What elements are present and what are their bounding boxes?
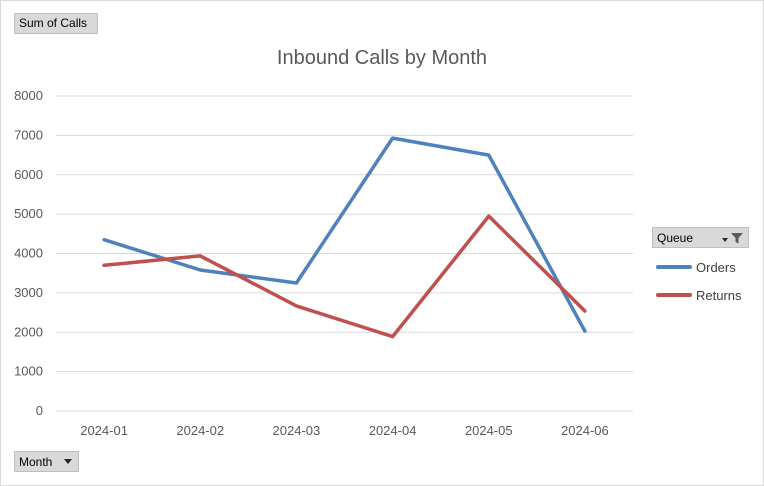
x-tick-label: 2024-05	[465, 423, 513, 438]
legend-swatch-returns	[656, 293, 692, 297]
values-field-button[interactable]: Sum of Calls	[14, 13, 98, 34]
y-tick-label: 1000	[14, 364, 43, 379]
filter-controls[interactable]	[722, 231, 744, 245]
chart-title: Inbound Calls by Month	[276, 47, 488, 69]
series-line-returns	[102, 214, 587, 339]
legend-field-label: Queue	[657, 230, 694, 245]
dropdown-arrow-icon	[64, 459, 72, 464]
axis-field-label: Month	[19, 454, 53, 469]
x-tick-label: 2024-04	[369, 423, 417, 438]
filter-icon	[731, 232, 743, 243]
y-tick-label: 3000	[14, 285, 43, 300]
legend-item-returns[interactable]: Returns	[656, 281, 742, 309]
x-tick-label: 2024-03	[273, 423, 321, 438]
axis-field-button[interactable]: Month	[14, 451, 79, 472]
legend-label-orders: Orders	[696, 259, 736, 275]
x-tick-label: 2024-06	[561, 423, 609, 438]
legend: Orders Returns	[656, 253, 742, 309]
x-tick-label: 2024-02	[176, 423, 224, 438]
y-tick-label: 0	[36, 403, 43, 418]
dropdown-arrow-icon	[722, 237, 728, 242]
legend-item-orders[interactable]: Orders	[656, 253, 742, 281]
legend-label-returns: Returns	[696, 287, 742, 303]
y-tick-label: 7000	[14, 127, 43, 142]
y-tick-label: 6000	[14, 167, 43, 182]
y-tick-label: 5000	[14, 206, 43, 221]
series-line-orders	[102, 136, 587, 333]
legend-swatch-orders	[656, 265, 692, 269]
y-tick-label: 2000	[14, 324, 43, 339]
x-tick-label: 2024-01	[80, 423, 128, 438]
y-tick-label: 4000	[14, 246, 43, 261]
y-tick-label: 8000	[14, 88, 43, 103]
legend-field-button[interactable]: Queue	[652, 227, 749, 248]
